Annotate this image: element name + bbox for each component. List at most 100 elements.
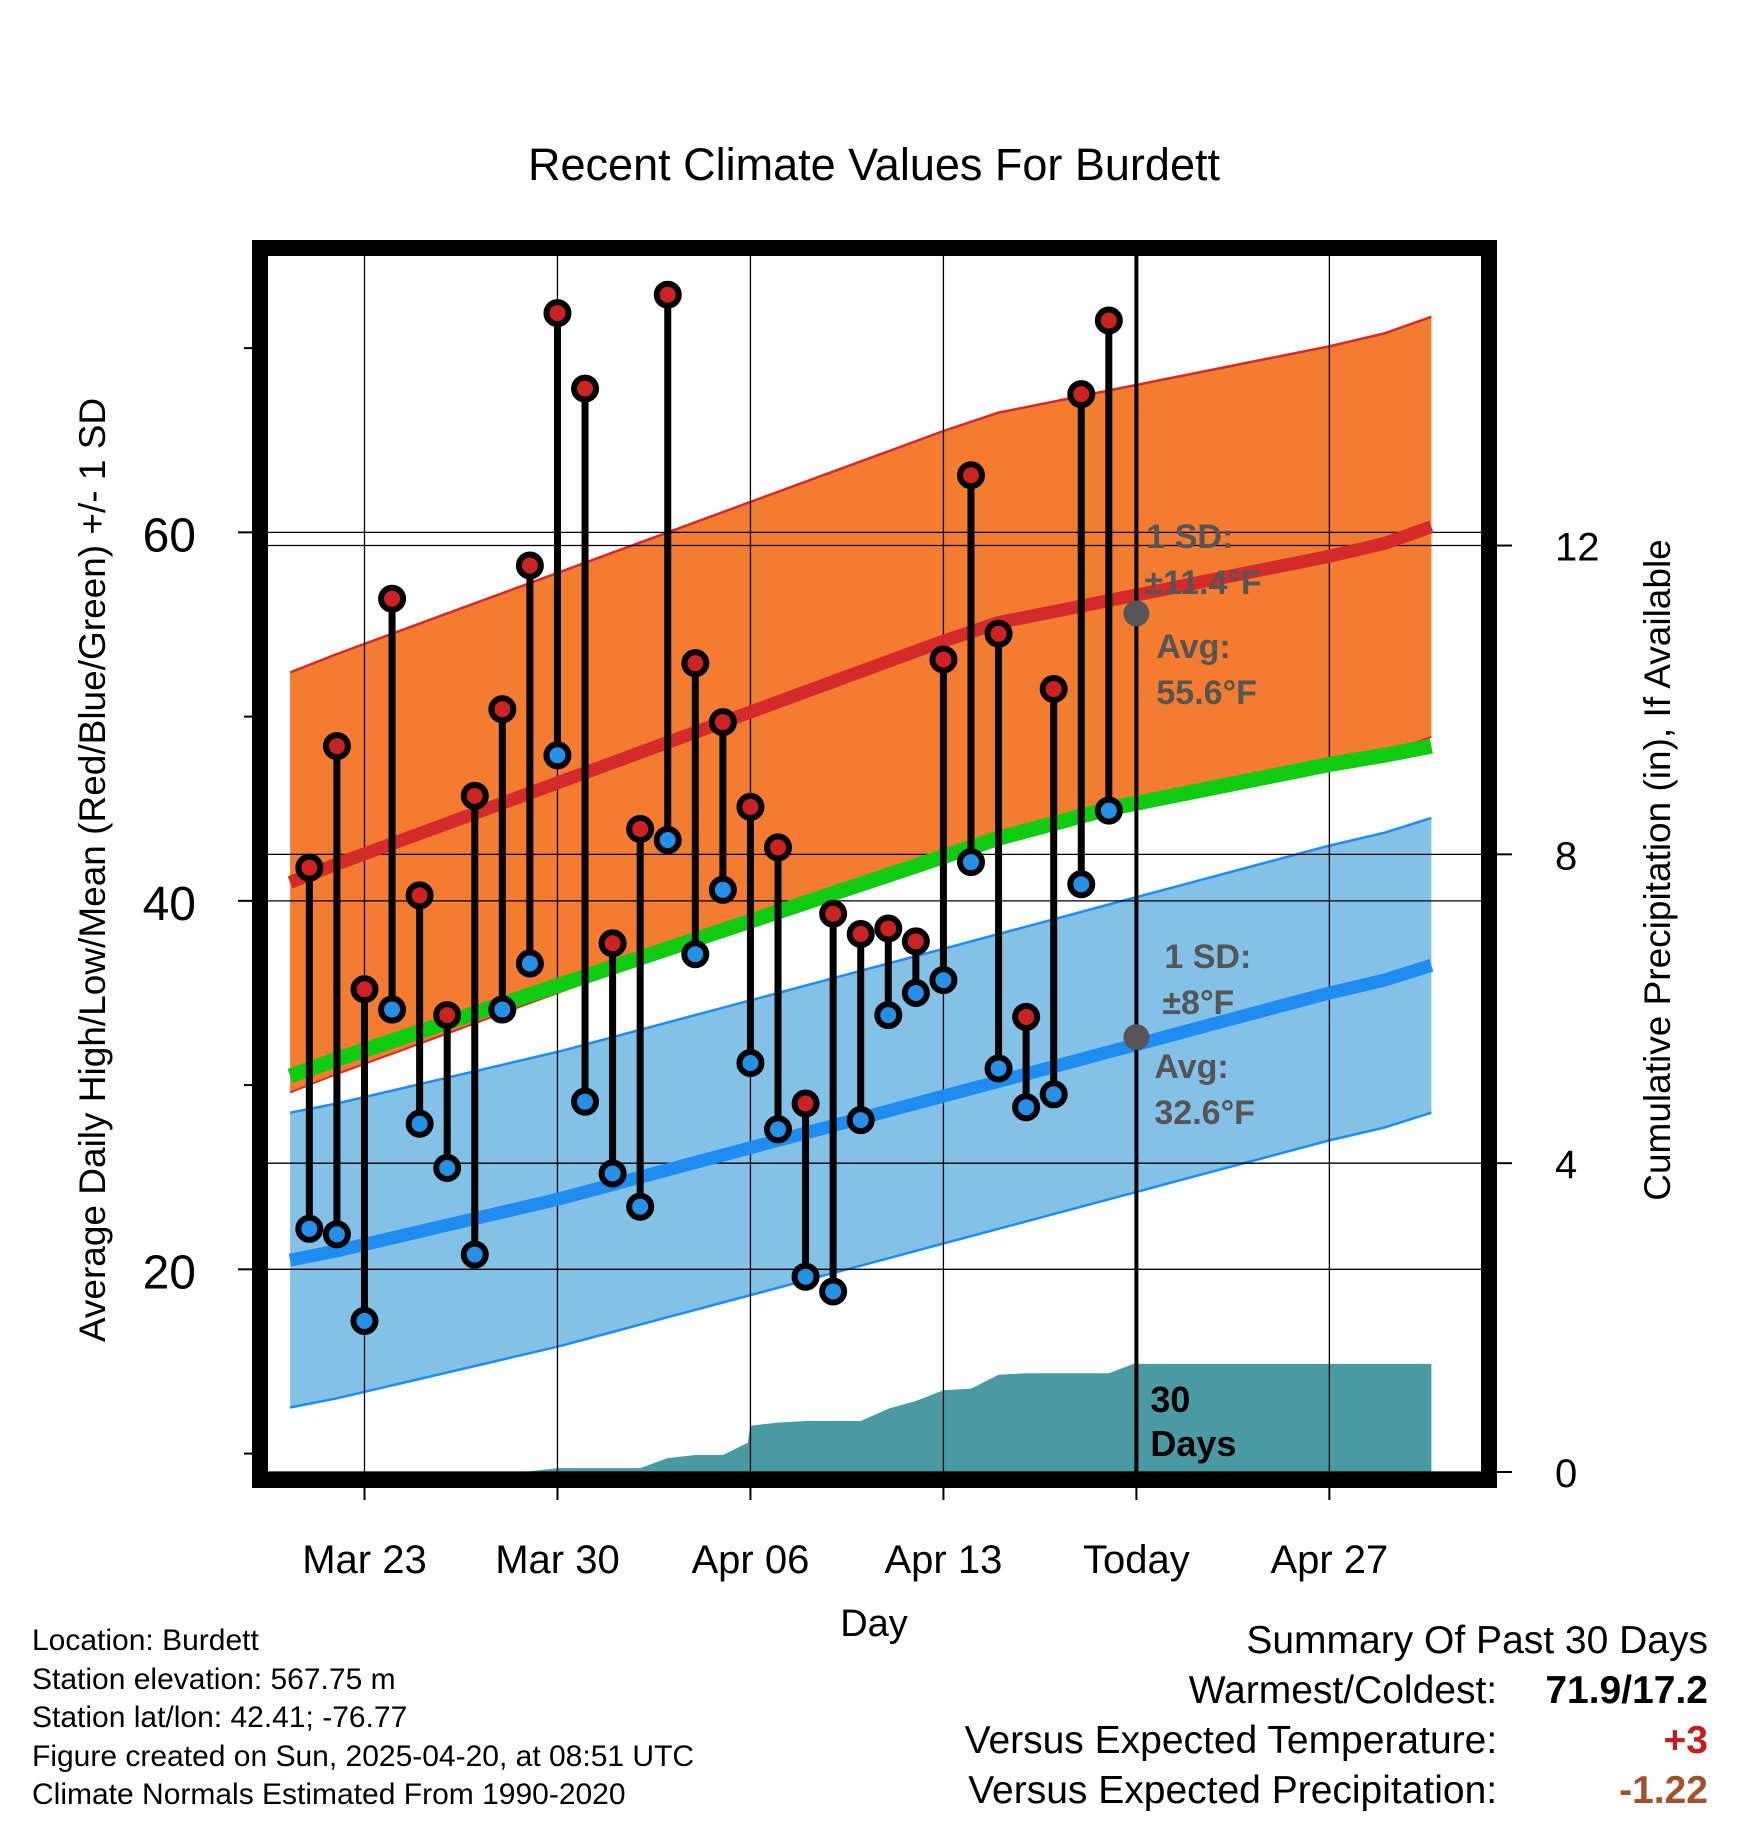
y-tick-label: 20 bbox=[143, 1246, 196, 1299]
high-sd-band bbox=[290, 316, 1432, 1093]
summary-temp-label: Versus Expected Temperature: bbox=[964, 1719, 1498, 1762]
daily-low-point bbox=[322, 1220, 351, 1249]
daily-high-point bbox=[956, 461, 985, 490]
daily-low-point bbox=[819, 1277, 848, 1306]
y-axis-label: Average Daily High/Low/Mean (Red/Blue/Gr… bbox=[72, 398, 113, 1342]
x-axis-label: Day bbox=[840, 1603, 908, 1645]
daily-high-point bbox=[433, 1001, 462, 1030]
daily-low-point bbox=[901, 978, 930, 1007]
daily-low-point bbox=[543, 741, 572, 770]
x-tick-label: Mar 30 bbox=[495, 1538, 620, 1582]
summary-title: Summary Of Past 30 Days bbox=[1246, 1619, 1708, 1662]
daily-low-point bbox=[874, 1001, 903, 1030]
chart-title: Recent Climate Values For Burdett bbox=[528, 139, 1220, 190]
daily-low-point bbox=[1012, 1093, 1041, 1122]
daily-high-point bbox=[846, 920, 875, 949]
high-avg-label: Avg: bbox=[1156, 628, 1230, 666]
days-count-number: 30 bbox=[1150, 1379, 1190, 1420]
daily-low-point bbox=[488, 995, 517, 1024]
high-avg-value: 55.6°F bbox=[1156, 674, 1257, 712]
daily-low-point bbox=[929, 966, 958, 995]
daily-high-point bbox=[874, 914, 903, 943]
info-elevation: Station elevation: 567.75 m bbox=[32, 1662, 396, 1696]
daily-low-point bbox=[295, 1214, 324, 1243]
days-count-label: Days bbox=[1150, 1423, 1236, 1464]
daily-low-point bbox=[1094, 796, 1123, 825]
summary-temp-row: Versus Expected Temperature: +3 bbox=[808, 1716, 1708, 1766]
daily-low-point bbox=[708, 875, 737, 904]
low-avg-value: 32.6°F bbox=[1154, 1094, 1255, 1132]
daily-high-point bbox=[819, 899, 848, 928]
daily-high-point bbox=[653, 280, 682, 309]
summary-warm-label: Warmest/Coldest: bbox=[1188, 1669, 1498, 1712]
daily-low-point bbox=[653, 826, 682, 855]
today-high-avg-point bbox=[1123, 600, 1150, 627]
daily-low-point bbox=[984, 1054, 1013, 1083]
daily-high-point bbox=[378, 584, 407, 613]
info-location: Location: Burdett bbox=[32, 1624, 259, 1657]
y2-tick-label: 8 bbox=[1555, 834, 1577, 878]
summary-warm-row: Warmest/Coldest: 71.9/17.2 bbox=[808, 1666, 1708, 1716]
x-tick-label: Today bbox=[1083, 1538, 1190, 1582]
daily-high-point bbox=[1067, 380, 1096, 409]
daily-low-point bbox=[626, 1192, 655, 1221]
x-tick-label: Apr 13 bbox=[884, 1538, 1002, 1582]
daily-high-point bbox=[626, 814, 655, 843]
daily-high-point bbox=[929, 645, 958, 674]
summary-warm-value: 71.9/17.2 bbox=[1545, 1669, 1708, 1712]
daily-high-point bbox=[488, 695, 517, 724]
y2-tick-label: 12 bbox=[1555, 526, 1600, 570]
daily-low-point bbox=[350, 1306, 379, 1335]
y2-tick-label: 0 bbox=[1555, 1452, 1577, 1496]
high-sd-upper-edge bbox=[289, 315, 1432, 674]
daily-low-point bbox=[846, 1106, 875, 1135]
daily-high-point bbox=[350, 975, 379, 1004]
daily-low-point bbox=[956, 848, 985, 877]
today-low-avg-point bbox=[1123, 1024, 1150, 1051]
daily-high-point bbox=[791, 1089, 820, 1118]
daily-low-point bbox=[571, 1087, 600, 1116]
daily-high-point bbox=[598, 929, 627, 958]
summary-precip-label: Versus Expected Precipitation: bbox=[968, 1769, 1498, 1812]
info-normals: Climate Normals Estimated From 1990-2020 bbox=[32, 1778, 626, 1811]
daily-low-point bbox=[736, 1048, 765, 1077]
y2-tick-label: 4 bbox=[1555, 1143, 1577, 1187]
x-tick-label: Mar 23 bbox=[302, 1538, 427, 1582]
daily-low-point bbox=[598, 1159, 627, 1188]
daily-high-point bbox=[322, 732, 351, 761]
plot-frame bbox=[252, 240, 1497, 1488]
high-sd-value: ±11.4°F bbox=[1144, 564, 1261, 602]
daily-high-point bbox=[515, 551, 544, 580]
daily-high-point bbox=[901, 927, 930, 956]
daily-high-point bbox=[543, 299, 572, 328]
info-latlon: Station lat/lon: 42.41; -76.77 bbox=[32, 1701, 408, 1734]
daily-high-point bbox=[764, 833, 793, 862]
y-tick-label: 40 bbox=[143, 878, 196, 931]
daily-high-point bbox=[1039, 674, 1068, 703]
daily-low-point bbox=[378, 995, 407, 1024]
daily-low-point bbox=[764, 1115, 793, 1144]
daily-low-point bbox=[1039, 1080, 1068, 1109]
daily-high-point bbox=[295, 853, 324, 882]
summary-precip-value: -1.22 bbox=[1619, 1769, 1708, 1812]
daily-low-point bbox=[681, 940, 710, 969]
info-created: Figure created on Sun, 2025-04-20, at 08… bbox=[32, 1739, 695, 1773]
low-sd-label: 1 SD: bbox=[1164, 938, 1251, 976]
plot-area: 1 SD: ±11.4°F Avg: 55.6°F 1 SD: ±8°F Avg: 32.6°… bbox=[268, 256, 1481, 1472]
daily-low-point bbox=[515, 949, 544, 978]
summary-precip-row: Versus Expected Precipitation: -1.22 bbox=[808, 1766, 1708, 1816]
daily-high-point bbox=[984, 619, 1013, 648]
daily-low-point bbox=[791, 1262, 820, 1291]
daily-low-point bbox=[460, 1240, 489, 1269]
daily-high-point bbox=[460, 781, 489, 810]
daily-high-point bbox=[1012, 1002, 1041, 1031]
low-sd-lower-edge bbox=[289, 1111, 1432, 1409]
y-tick-label: 60 bbox=[143, 509, 196, 562]
daily-low-point bbox=[433, 1154, 462, 1182]
x-tick-label: Apr 27 bbox=[1270, 1538, 1388, 1582]
daily-high-point bbox=[571, 374, 600, 403]
summary-panel: Summary Of Past 30 Days Warmest/Coldest:… bbox=[808, 1616, 1708, 1816]
low-sd-value: ±8°F bbox=[1162, 984, 1234, 1022]
daily-low-point bbox=[405, 1109, 434, 1138]
